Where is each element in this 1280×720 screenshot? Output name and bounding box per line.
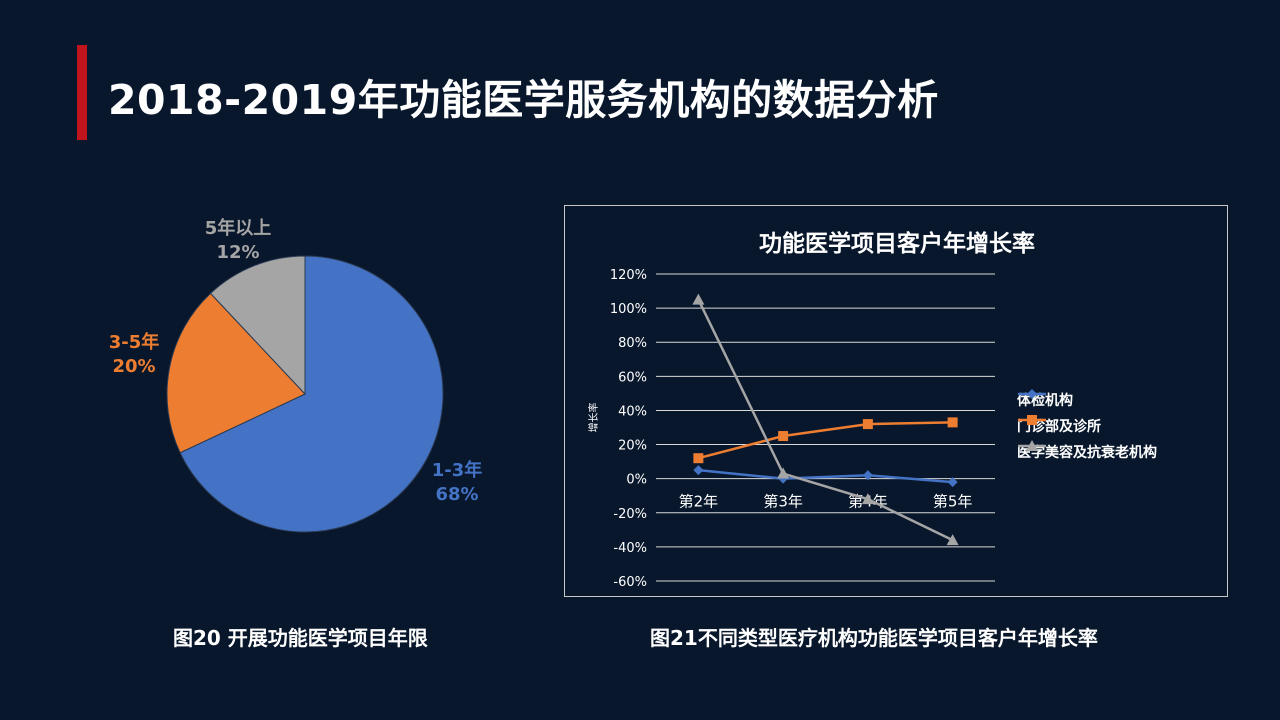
pie-label-name: 1-3年 [432,459,483,481]
y-tick-label: 60% [618,370,647,385]
line-chart-legend: 体检机构门诊部及诊所医学美容及抗衰老机构 [1017,387,1157,465]
y-tick-label: 20% [618,439,647,454]
y-tick-label: 120% [610,268,647,283]
data-point [693,453,704,464]
legend-swatch [1018,415,1046,425]
legend-label: 门诊部及诊所 [1017,419,1101,435]
slide-title: 2018-2019年功能医学服务机构的数据分析 [108,76,939,124]
data-point [778,431,789,442]
data-point [693,465,704,476]
pie-slice-3 [209,255,306,396]
data-point [947,417,958,428]
pie-label-value: 20% [112,356,155,377]
data-point [692,293,705,305]
series-line [698,421,953,460]
legend-marker [1027,389,1037,399]
line-chart-title: 功能医学项目客户年增长率 [759,231,1035,257]
pie-chart: 1-3年 68% 3-5年 20% 5年以上 12% [109,217,483,533]
y-tick-label: 100% [610,302,647,317]
x-tick-label: 第5年 [933,493,973,511]
legend-item-2: 门诊部及诊所 [1017,413,1157,439]
pie-chart-caption: 图20 开展功能医学项目年限 [173,626,428,650]
legend-swatch [1018,389,1046,399]
series-1 [693,465,958,488]
y-tick-label: -20% [613,507,647,522]
data-point [861,493,874,505]
y-tick-label: 40% [618,404,647,419]
y-tick-label: -60% [613,575,647,590]
legend-marker [1027,415,1037,425]
y-tick-label: 80% [618,336,647,351]
pie-slice-1 [179,255,444,533]
y-tick-label: 0% [626,473,647,488]
x-tick-label: 第3年 [763,493,803,511]
line-chart-caption: 图21不同类型医疗机构功能医学项目客户年增长率 [650,626,1098,650]
pie-label-value: 12% [216,242,259,263]
pie-slice-2 [166,292,306,454]
series-3 [692,293,959,546]
series-2 [693,417,958,464]
legend-marker [1026,440,1038,451]
data-point [777,467,790,479]
legend-swatch [1018,440,1046,451]
pie-label-value: 68% [435,484,478,505]
data-point [947,477,958,488]
y-tick-label: -40% [613,541,647,556]
legend-item-3: 医学美容及抗衰老机构 [1017,439,1157,465]
data-point [862,419,873,430]
pie-label-name: 5年以上 [205,217,272,239]
series-line [697,299,954,542]
legend-item-1: 体检机构 [1017,387,1157,413]
x-tick-label: 第2年 [679,493,719,511]
data-point [946,534,959,546]
series-line [698,468,953,484]
pie-label-name: 3-5年 [109,331,160,353]
title-accent-bar [77,45,87,140]
line-chart: 120% 100% 80% 60% 40% 20% 0% -20% -40% -60% 第2年 第3年… [564,205,1228,597]
legend-label: 医学美容及抗衰老机构 [1017,445,1157,461]
y-axis-label: 增长率 [587,403,600,433]
line-chart-plot: 120% 100% 80% 60% 40% 20% 0% -20% -40% -60% 第2年 第3年… [587,268,995,590]
data-point [862,470,873,481]
